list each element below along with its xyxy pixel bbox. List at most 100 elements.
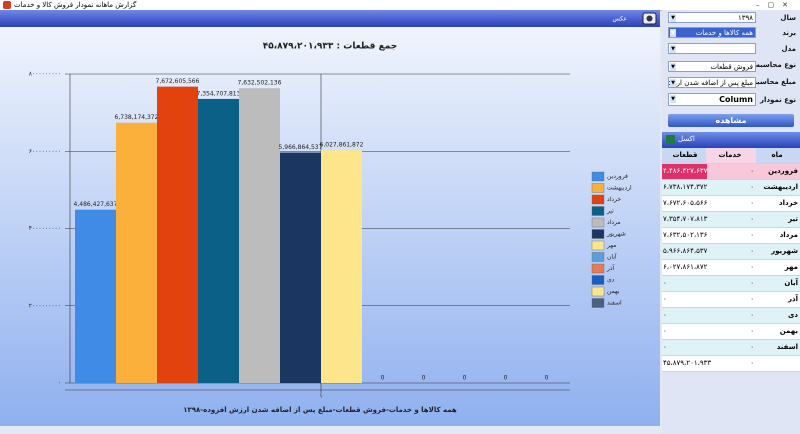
value-label: 7,632,502,136 — [238, 80, 282, 87]
dropdown-arrow[interactable]: ▼ — [670, 29, 676, 37]
table-row[interactable]: بهمن ۰ ۰ — [662, 324, 800, 340]
excel-button[interactable]: اکسل — [678, 135, 695, 143]
brand-label: برند — [782, 29, 796, 37]
table-cell: ۷،۳۵۴،۷۰۷،۸۱۳ — [663, 215, 708, 223]
table-cell: ۰ — [750, 231, 754, 239]
table-row[interactable]: خرداد ۰ ۷،۶۷۲،۶۰۵،۵۶۶ — [662, 196, 800, 212]
model-select[interactable]: ▼ — [668, 43, 756, 54]
data-table: ماه خدمات قطعات فروردین ۰ ۴،۴۸۶،۴۲۷،۶۳۷ اردیبه… — [662, 148, 800, 372]
model-label: مدل — [781, 45, 796, 53]
table-cell: ۶،۰۲۷،۸۶۱،۸۷۲ — [663, 263, 708, 271]
table-cell: ۰ — [750, 279, 754, 287]
table-row[interactable]: مهر ۰ ۶،۰۲۷،۸۶۱،۸۷۲ — [662, 260, 800, 276]
x-axis-title: همه کالاها و خدمات-فروش قطعات-مبلغ پس از… — [183, 406, 457, 414]
table-cell: ۰ — [750, 215, 754, 223]
table-row[interactable]: شهریور ۰ ۵،۹۶۶،۸۶۴،۵۳۷ — [662, 244, 800, 260]
view-button[interactable]: مشاهده — [668, 114, 794, 127]
y-tick-label: ۶۰۰۰۰۰۰۰۰۰ — [29, 148, 61, 155]
value-label: 7,672,605,566 — [156, 78, 200, 85]
calc-type-value: فروش قطعات — [710, 63, 753, 71]
legend-label: اسفند — [607, 300, 622, 307]
legend-label: خرداد — [607, 196, 621, 203]
table-cell: ۰ — [750, 247, 754, 255]
dropdown-arrow[interactable]: ▼ — [670, 14, 676, 22]
table-row[interactable]: اسفند ۰ ۰ — [662, 340, 800, 356]
side-panel: سال ۱۳۹۸ ▼ برند همه کالاها و خدمات ▼ مدل ▼… — [662, 10, 800, 434]
table-cell: شهریور — [771, 247, 798, 255]
calc-type-select[interactable]: فروش قطعات ▼ — [668, 61, 756, 72]
legend-label: تیر — [606, 208, 614, 215]
table-row[interactable]: آبان ۰ ۰ — [662, 276, 800, 292]
brand-select[interactable]: همه کالاها و خدمات ▼ — [668, 27, 756, 38]
window-buttons[interactable]: –▢✕ — [756, 1, 796, 9]
legend-label: مهر — [606, 242, 616, 249]
legend-label: آذر — [606, 263, 615, 272]
year-value: ۱۳۹۸ — [737, 14, 753, 22]
bar — [321, 150, 362, 383]
year-label: سال — [780, 14, 796, 22]
header-row: ماه خدمات قطعات — [662, 148, 800, 164]
table-cell: فروردین — [768, 167, 798, 175]
table-cell: ۰ — [663, 311, 667, 319]
legend-label: شهریور — [606, 231, 626, 238]
value-label: 0 — [545, 375, 549, 382]
table-row[interactable]: تیر ۰ ۷،۳۵۴،۷۰۷،۸۱۳ — [662, 212, 800, 228]
legend-label: مرداد — [607, 219, 621, 226]
legend-swatch — [591, 263, 605, 274]
legend-swatch — [591, 298, 605, 308]
table-row[interactable]: آذر ۰ ۰ — [662, 292, 800, 308]
table-cell: ۵،۹۶۶،۸۶۴،۵۳۷ — [663, 247, 708, 255]
x-tick-label: ۱ — [319, 393, 322, 400]
table-cell: ۷،۶۷۲،۶۰۵،۵۶۶ — [663, 199, 708, 207]
y-tick-label: ۴۰۰۰۰۰۰۰۰۰ — [29, 225, 61, 232]
table-cell — [756, 356, 798, 371]
table-cell: ۴،۴۸۶،۴۲۷،۶۳۷ — [662, 164, 707, 179]
y-tick-label: ۲۰۰۰۰۰۰۰۰۰ — [29, 302, 61, 309]
photo-button[interactable]: عکس — [612, 16, 627, 23]
dropdown-arrow[interactable]: ▼ — [670, 95, 676, 103]
chart-toolbar — [0, 10, 660, 27]
value-label: 0 — [381, 375, 385, 382]
bar — [280, 152, 321, 383]
table-cell: ۰ — [663, 279, 667, 287]
legend-swatch — [591, 206, 605, 216]
table-cell: اردیبهشت — [763, 183, 798, 191]
value-label: 6,027,861,872 — [320, 142, 364, 149]
table-cell: ۰ — [750, 167, 754, 175]
value-label: 6,738,174,372 — [115, 114, 159, 121]
calc-type-label: نوع محاسبه — [755, 61, 796, 69]
legend-label: آبان — [607, 252, 617, 261]
table-row[interactable]: اردیبهشت ۰ ۶،۷۳۸،۱۷۴،۳۷۲ — [662, 180, 800, 196]
header-cell[interactable]: ماه — [771, 151, 783, 159]
excel-icon[interactable] — [666, 135, 675, 144]
table-cell: ۰ — [750, 183, 754, 191]
dropdown-arrow[interactable]: ▼ — [670, 45, 676, 53]
value-label: 5,966,864,537 — [279, 144, 323, 151]
app-icon — [3, 1, 11, 9]
table-row[interactable]: دی ۰ ۰ — [662, 308, 800, 324]
calc-amount-value: مبلغ پس از اضافه شدن ارزش ا — [668, 79, 753, 87]
calc-amount-select[interactable]: مبلغ پس از اضافه شدن ارزش ا ▼ — [668, 77, 756, 88]
legend-label: فروردین — [607, 173, 628, 180]
dropdown-arrow[interactable]: ▼ — [670, 79, 676, 87]
year-select[interactable]: ۱۳۹۸ ▼ — [668, 12, 756, 23]
dropdown-arrow[interactable]: ▼ — [670, 63, 676, 71]
header-cell[interactable]: قطعات — [672, 151, 698, 159]
table-row[interactable]: ۰ ۴۵،۸۷۹،۲۰۱،۹۳۳ — [662, 356, 800, 372]
legend-swatch — [591, 194, 605, 205]
y-tick-label: ۸۰۰۰۰۰۰۰۰۰ — [29, 71, 61, 78]
value-label: 7,354,707,813 — [197, 90, 241, 97]
table-row[interactable]: مرداد ۰ ۷،۶۳۲،۵۰۲،۱۳۶ — [662, 228, 800, 244]
legend-swatch — [591, 217, 605, 228]
value-label: 0 — [422, 375, 426, 382]
chart-title: جمع قطعات : ۴۵،۸۷۹،۲۰۱،۹۳۳ — [263, 42, 398, 52]
table-row[interactable]: فروردین ۰ ۴،۴۸۶،۴۲۷،۶۳۷ — [662, 164, 800, 180]
chart-type-select[interactable]: Column ▼ — [668, 93, 756, 106]
table-cell: ۶،۷۳۸،۱۷۴،۳۷۲ — [663, 183, 708, 191]
bar — [157, 86, 198, 384]
header-cell[interactable]: خدمات — [706, 148, 756, 163]
table-cell: آبان — [784, 279, 798, 287]
legend-swatch — [591, 286, 605, 297]
